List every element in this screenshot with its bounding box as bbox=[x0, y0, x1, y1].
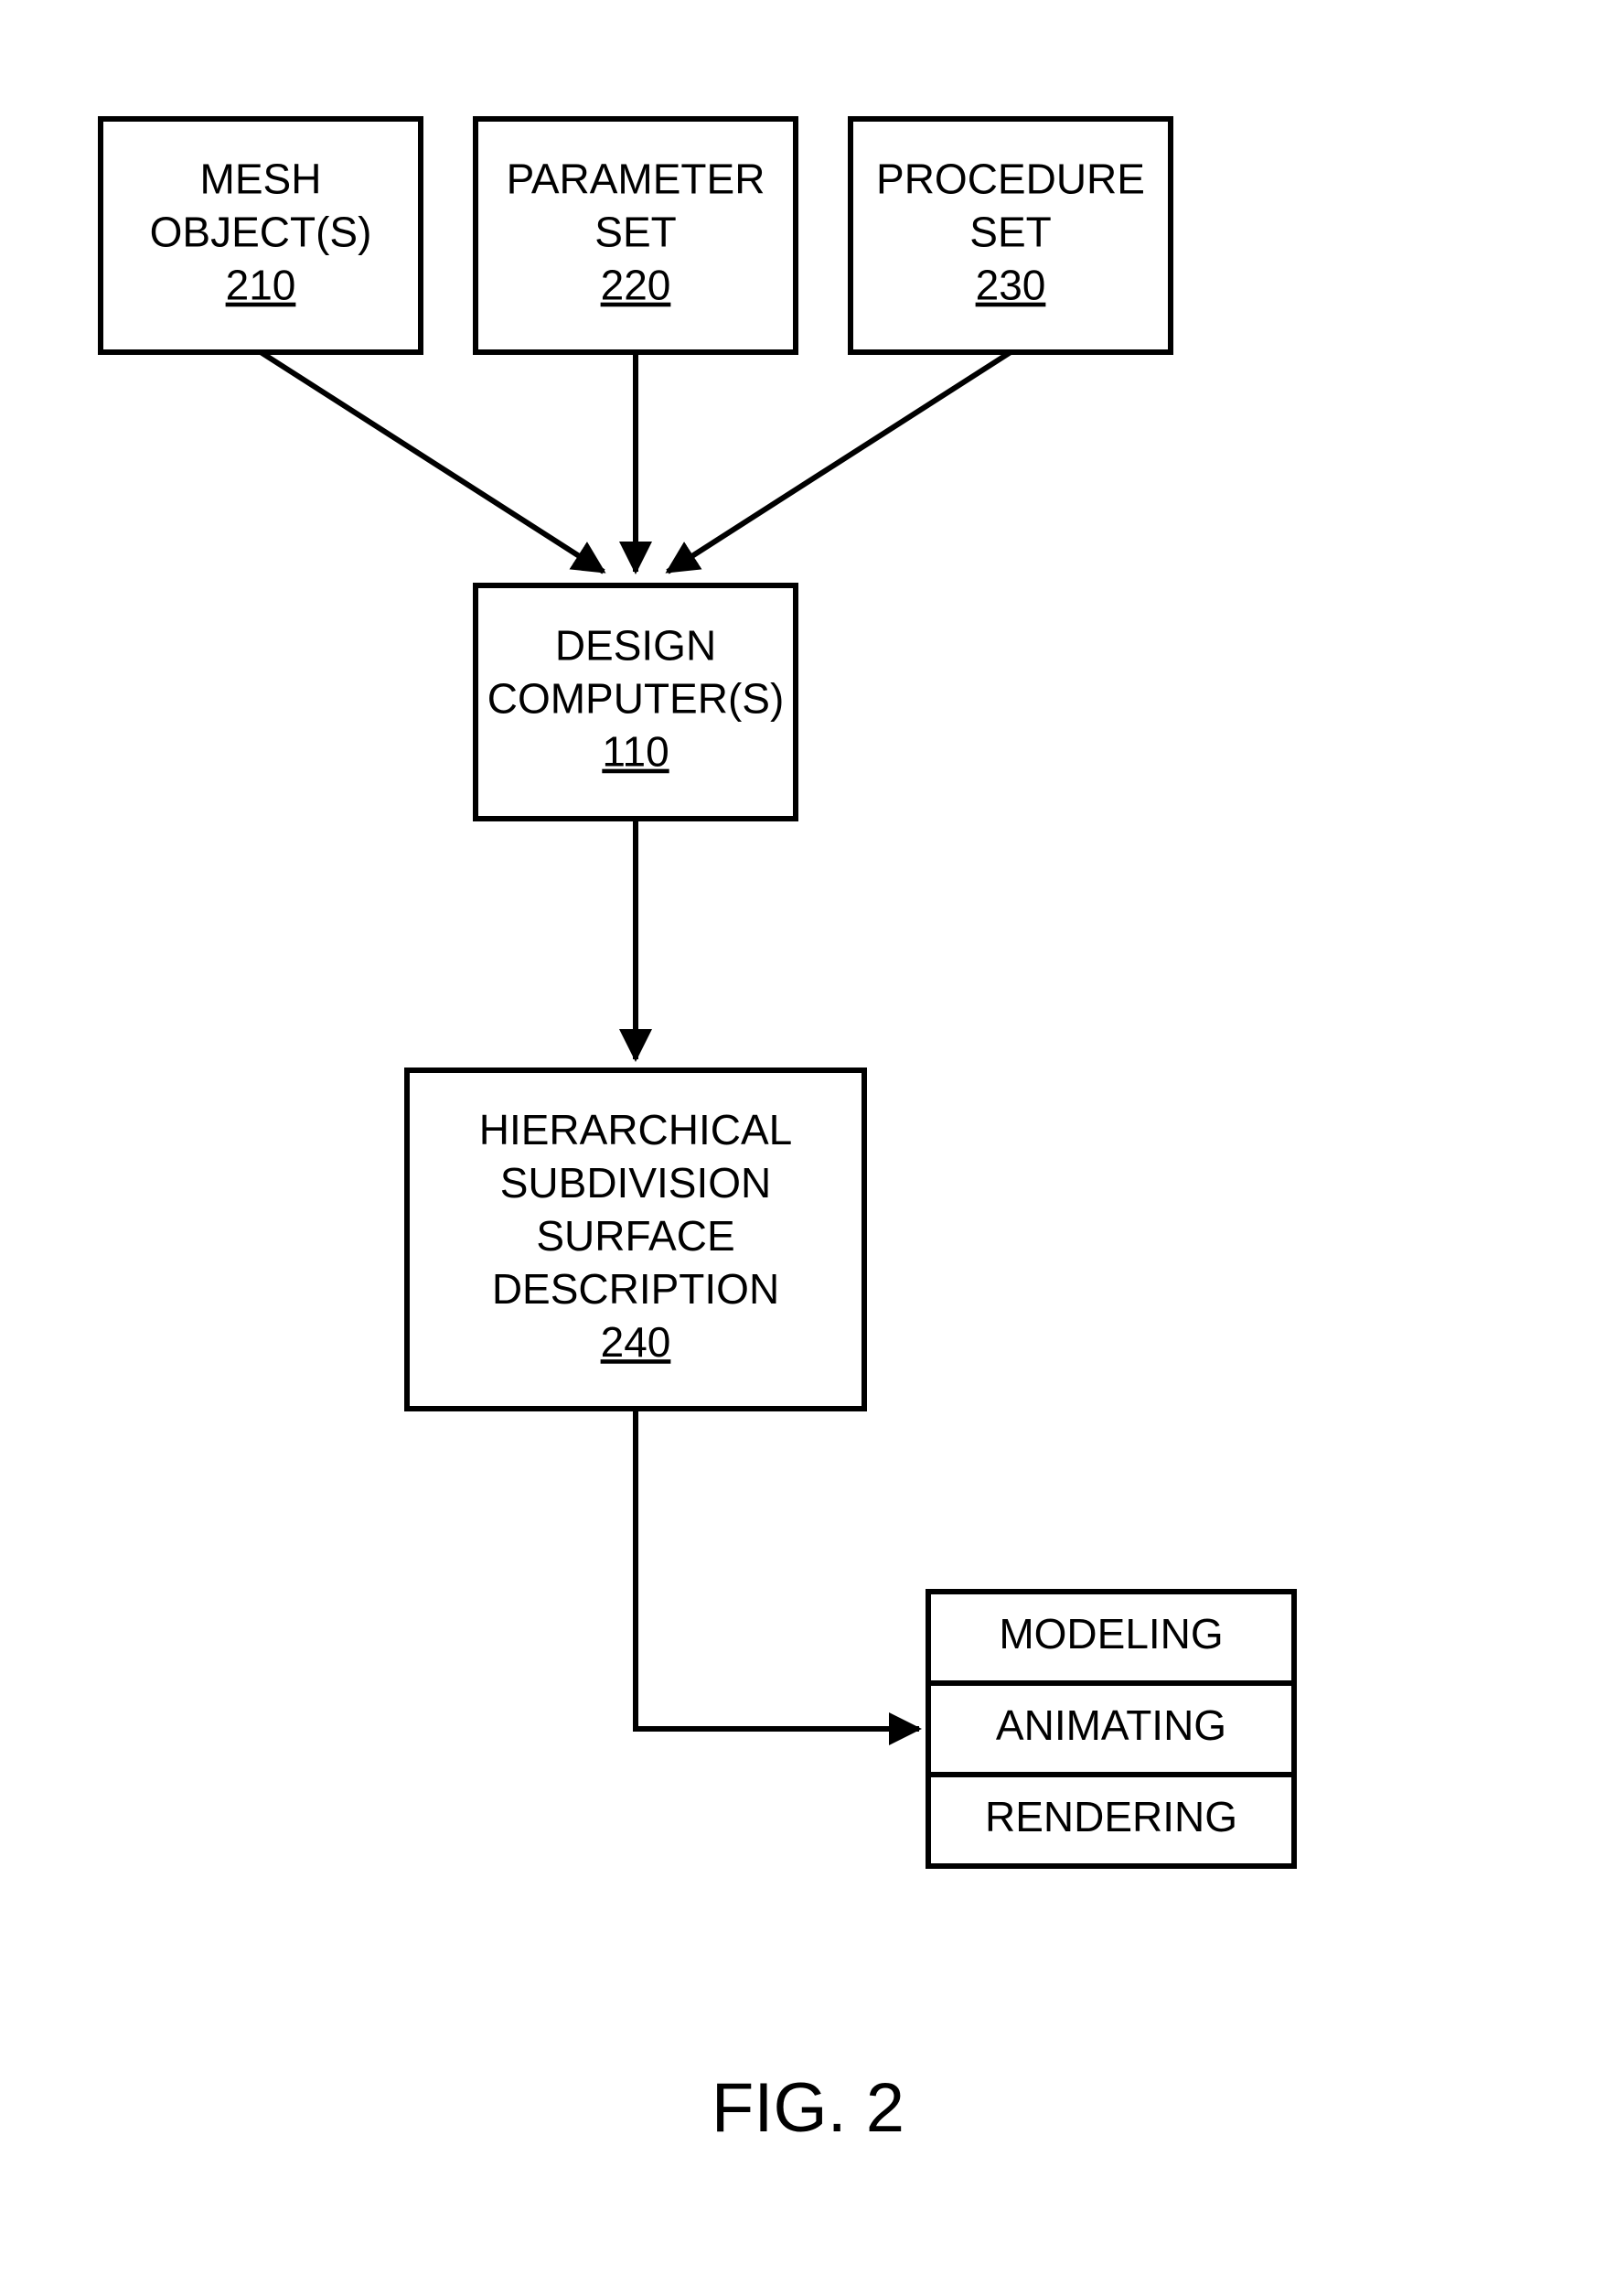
hier-label-line: SUBDIVISION bbox=[500, 1159, 772, 1207]
hier-node: HIERARCHICAL SUBDIVISION SURFACE DESCRIPTIO… bbox=[407, 1070, 864, 1409]
hier-ref: 240 bbox=[601, 1318, 671, 1366]
edge-mesh bbox=[261, 352, 604, 572]
param-label-line: SET bbox=[594, 209, 676, 256]
param-ref: 220 bbox=[601, 262, 671, 309]
figure-caption: FIG. 2 bbox=[712, 2069, 904, 2147]
list-row-label: ANIMATING bbox=[996, 1701, 1226, 1749]
design-label-line: COMPUTER(S) bbox=[487, 675, 785, 723]
proc-node: PROCEDURE SET 230 bbox=[851, 119, 1171, 352]
list-row-label: RENDERING bbox=[985, 1793, 1237, 1840]
hier-label-line: HIERARCHICAL bbox=[479, 1106, 793, 1153]
mesh-label-line: OBJECT(S) bbox=[150, 209, 372, 256]
list-row-0: MODELING bbox=[928, 1592, 1294, 1683]
mesh-label-line: MESH bbox=[200, 156, 322, 203]
param-node: PARAMETER SET 220 bbox=[476, 119, 796, 352]
design-node: DESIGN COMPUTER(S) 110 bbox=[476, 585, 796, 819]
hier-label-line: SURFACE bbox=[536, 1212, 734, 1260]
mesh-ref: 210 bbox=[226, 262, 296, 309]
proc-label-line: PROCEDURE bbox=[876, 156, 1145, 203]
mesh-node: MESH OBJECT(S) 210 bbox=[101, 119, 421, 352]
param-label-line: PARAMETER bbox=[507, 156, 765, 203]
proc-ref: 230 bbox=[976, 262, 1046, 309]
design-ref: 110 bbox=[602, 728, 669, 776]
hier-label-line: DESCRIPTION bbox=[492, 1265, 779, 1313]
list-row-label: MODELING bbox=[999, 1610, 1223, 1658]
edge-proc bbox=[668, 352, 1011, 572]
edge-hier-to-list bbox=[636, 1409, 919, 1729]
design-label-line: DESIGN bbox=[555, 622, 716, 670]
proc-label-line: SET bbox=[969, 209, 1051, 256]
list-row-2: RENDERING bbox=[928, 1775, 1294, 1866]
list-row-1: ANIMATING bbox=[928, 1683, 1294, 1775]
